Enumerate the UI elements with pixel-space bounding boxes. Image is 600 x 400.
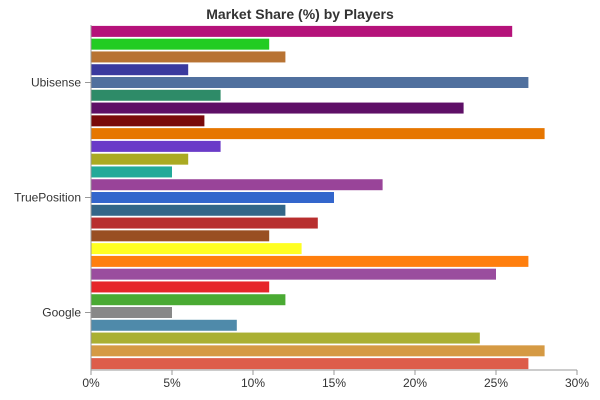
bar-21 [91,281,270,293]
bar-8 [91,115,205,127]
x-tick-label-0: 0% [82,376,100,390]
category-labels: Ubisense TruePosition Google [14,76,91,320]
bar-2 [91,38,270,50]
x-tick-label-4: 20% [403,376,427,390]
bar-17 [91,230,270,242]
bar-5 [91,77,529,88]
bar-13 [91,179,383,191]
bar-1 [91,25,513,37]
bar-25 [91,332,480,344]
bar-3 [91,51,286,63]
bar-24 [91,319,237,331]
bar-27 [91,358,529,370]
bar-10 [91,140,221,152]
bar-19 [91,255,529,267]
chart-title: Market Share (%) by Players [206,6,394,22]
x-axis-ticks: 0% 5% 10% 15% 20% 25% 30% [82,370,589,390]
x-tick-label-1: 5% [163,376,181,390]
bar-18 [91,243,302,255]
bar-22 [91,294,286,306]
bar-14 [91,192,334,203]
bar-20 [91,268,496,280]
category-label-google: Google [42,306,81,320]
bar-26 [91,345,545,357]
bar-9 [91,128,545,140]
x-tick-label-2: 10% [241,376,265,390]
bars-group [91,25,545,370]
bar-7 [91,102,464,114]
bar-4 [91,64,189,76]
bar-16 [91,217,318,229]
x-tick-label-5: 25% [484,376,508,390]
bar-12 [91,166,172,178]
bar-15 [91,204,286,216]
category-label-trueposition: TruePosition [14,191,81,205]
x-tick-label-6: 30% [565,376,589,390]
bar-11 [91,153,189,165]
bar-6 [91,89,221,101]
x-tick-label-3: 15% [322,376,346,390]
category-label-ubisense: Ubisense [31,76,81,90]
bar-23 [91,307,172,318]
